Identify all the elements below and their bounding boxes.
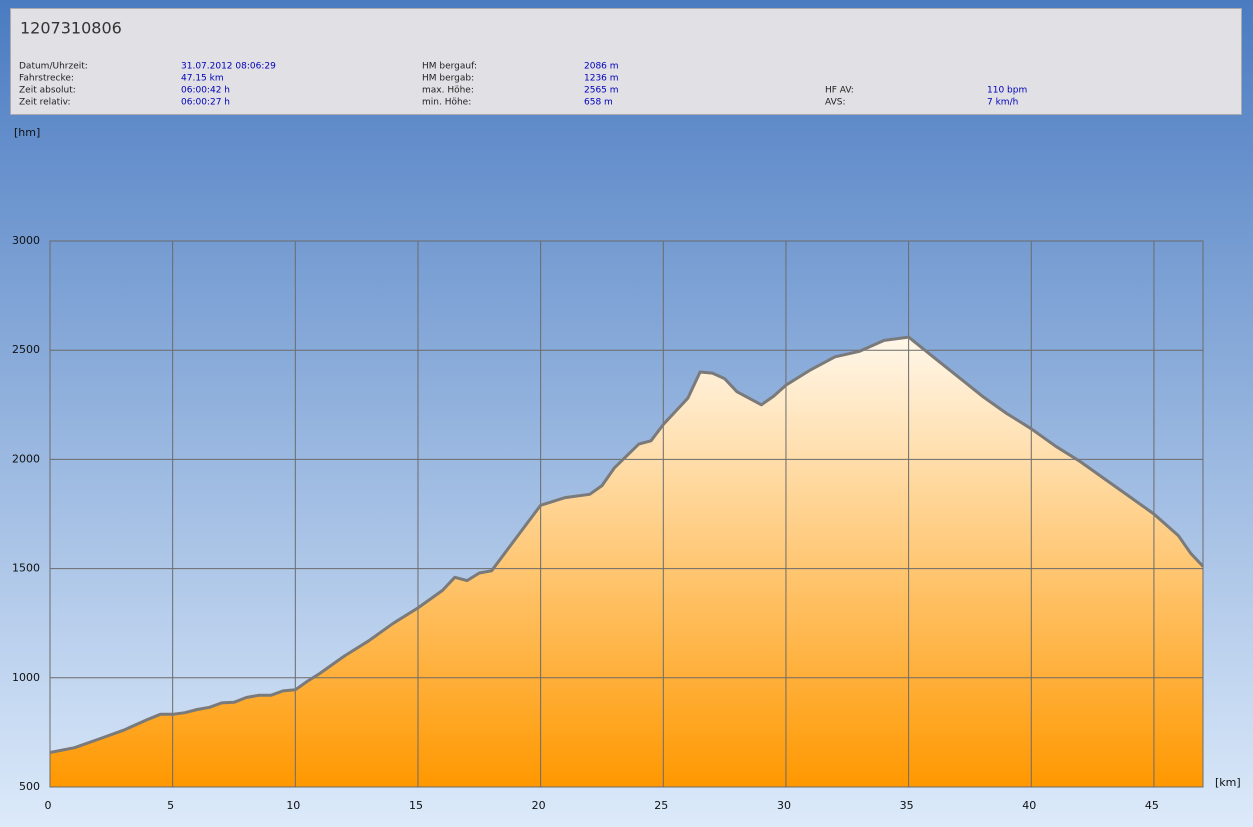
- plot-frame: [49, 240, 1204, 788]
- field-label: HM bergauf:: [422, 62, 477, 72]
- field-value: 2086 m: [584, 62, 619, 72]
- panel-title: 1207310806: [20, 19, 122, 38]
- y-tick-label: 500: [19, 780, 40, 793]
- field-value: 658 m: [584, 98, 613, 108]
- x-axis-unit: [km]: [1215, 776, 1241, 789]
- field-label: Zeit relativ:: [19, 98, 71, 108]
- field-label: Fahrstrecke:: [19, 74, 74, 84]
- x-tick-label: 30: [777, 799, 791, 812]
- field-value: 110 bpm: [987, 86, 1027, 96]
- y-tick-label: 2000: [12, 452, 40, 465]
- y-tick-label: 1000: [12, 671, 40, 684]
- area-fill: [50, 337, 1203, 787]
- field-label: Zeit absolut:: [19, 86, 76, 96]
- field-value: 7 km/h: [987, 98, 1018, 108]
- x-tick-label: 25: [654, 799, 668, 812]
- profile-line: [49, 335, 1205, 754]
- field-label: AVS:: [825, 98, 845, 108]
- x-tick-label: 20: [532, 799, 546, 812]
- y-tick-label: 3000: [12, 234, 40, 247]
- x-tick-label: 35: [900, 799, 914, 812]
- field-value: 47.15 km: [181, 74, 224, 84]
- field-value: 1236 m: [584, 74, 619, 84]
- x-tick-label: 0: [45, 799, 52, 812]
- field-value: 06:00:27 h: [181, 98, 230, 108]
- field-value: 2565 m: [584, 86, 619, 96]
- field-label: Datum/Uhrzeit:: [19, 62, 88, 72]
- field-value: 31.07.2012 08:06:29: [181, 62, 276, 72]
- y-tick-label: 2500: [12, 343, 40, 356]
- y-tick-label: 1500: [12, 562, 40, 575]
- info-panel: [10, 8, 1242, 115]
- x-tick-label: 10: [286, 799, 300, 812]
- field-label: max. Höhe:: [422, 86, 474, 96]
- field-label: HM bergab:: [422, 74, 474, 84]
- x-tick-label: 45: [1145, 799, 1159, 812]
- x-tick-label: 40: [1022, 799, 1036, 812]
- field-value: 06:00:42 h: [181, 86, 230, 96]
- x-tick-label: 5: [167, 799, 174, 812]
- y-axis-unit: [hm]: [14, 126, 40, 139]
- x-tick-label: 15: [409, 799, 423, 812]
- field-label: min. Höhe:: [422, 98, 471, 108]
- field-label: HF AV:: [825, 86, 854, 96]
